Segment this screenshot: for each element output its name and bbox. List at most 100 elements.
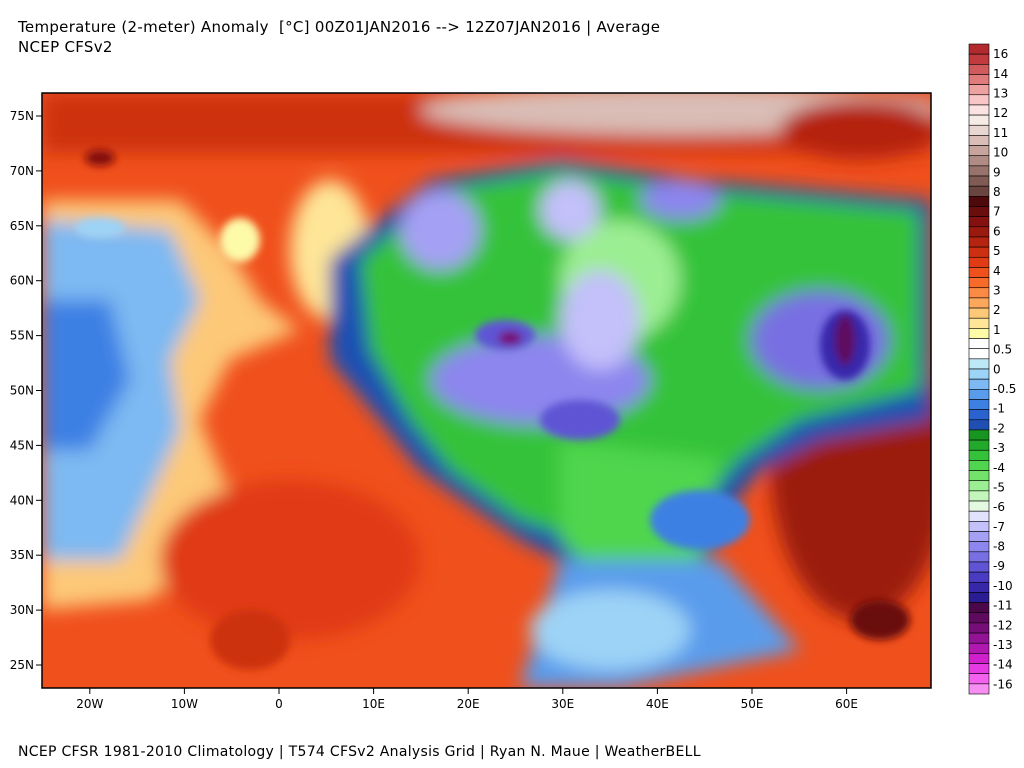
colorbar-label: 9 [993,165,1001,179]
map-title: Temperature (2-meter) Anomaly [°C] 00Z01… [18,18,661,36]
colorbar-swatch [968,236,990,248]
lon-label: 30E [551,697,574,711]
colorbar-swatch [968,358,990,370]
colorbar-swatch [968,490,990,502]
colorbar-swatch [968,673,990,685]
lon-label: 0 [275,697,283,711]
colorbar-swatch [968,389,990,400]
colorbar-swatch [968,74,990,85]
colorbar-label: -12 [993,618,1013,632]
colorbar-swatch [968,307,990,319]
colorbar-swatch [968,175,990,187]
colorbar-label: -7 [993,520,1005,534]
colorbar-swatch [968,246,990,258]
colorbar-label: 16 [993,47,1008,61]
colorbar-label: 6 [993,224,1001,238]
colorbar-label: 5 [993,244,1001,258]
colorbar-label: 7 [993,205,1001,219]
colorbar-swatch [968,145,990,157]
lat-label: 55N [10,329,34,343]
colorbar-swatch [968,480,990,492]
colorbar-swatch [968,409,990,421]
colorbar-swatch [968,277,990,289]
colorbar-label: -8 [993,540,1005,554]
colorbar-swatch [968,653,990,664]
lon-label: 10E [362,697,385,711]
colorbar-label: -2 [993,421,1005,435]
colorbar-swatch [968,561,990,573]
colorbar-label: -6 [993,500,1005,514]
colorbar-swatch [968,581,990,593]
lat-label: 25N [10,658,34,672]
colorbar-label: -4 [993,461,1005,475]
colorbar-swatch [968,94,990,106]
colorbar-swatch [968,267,990,278]
colorbar-swatch [968,602,990,614]
colorbar-label: 14 [993,67,1008,81]
map-subtitle: NCEP CFSv2 [18,38,113,56]
colorbar-swatch [968,328,990,339]
colorbar-label: -13 [993,638,1013,652]
colorbar-label: -11 [993,599,1013,613]
colorbar-label: 12 [993,106,1008,120]
colorbar-swatch [968,135,990,146]
colorbar-swatch [968,419,990,431]
colorbar-swatch [968,439,990,451]
lat-label: 30N [10,603,34,617]
colorbar-swatch [968,429,990,441]
colorbar-swatch [968,642,990,654]
colorbar-swatch [968,216,990,228]
colorbar-swatch [968,663,990,674]
colorbar-swatch [968,114,990,126]
colorbar-swatch [968,185,990,197]
colorbar-swatch [968,541,990,553]
colorbar-label: -16 [993,677,1013,691]
colorbar-swatch [968,592,990,603]
colorbar-label: -5 [993,480,1005,494]
colorbar-swatch [968,196,990,207]
colorbar-swatch [968,368,990,380]
colorbar-swatch [968,297,990,309]
colorbar-label: 10 [993,146,1008,160]
colorbar-label: -10 [993,579,1013,593]
colorbar-swatch [968,510,990,522]
colorbar-swatch [968,348,990,360]
colorbar-swatch [968,206,990,217]
colorbar-swatch [968,612,990,624]
colorbar-swatch [968,43,990,55]
colorbar-swatch [968,226,990,238]
colorbar-label: 2 [993,303,1001,317]
colorbar-label: 8 [993,185,1001,199]
colorbar-label: 0 [993,362,1001,376]
colorbar-swatch [968,165,990,177]
colorbar-label: 4 [993,264,1001,278]
lon-label: 60E [835,697,858,711]
colorbar-label: 3 [993,283,1001,297]
colorbar-swatch [968,622,990,634]
colorbar-swatch [968,338,990,349]
colorbar-swatch [968,64,990,75]
lon-label: 10W [171,697,198,711]
colorbar-swatch [968,399,990,410]
colorbar-label: 0.5 [993,343,1012,357]
colorbar-swatch [968,155,990,167]
lat-label: 35N [10,548,34,562]
lat-label: 60N [10,274,34,288]
colorbar-swatch [968,317,990,329]
colorbar-label: -9 [993,559,1005,573]
colorbar-swatch [968,683,990,695]
colorbar-label: 13 [993,87,1008,101]
lat-label: 45N [10,438,34,452]
lat-label: 40N [10,493,34,507]
colorbar-swatch [968,551,990,563]
colorbar-swatch [968,500,990,512]
colorbar-label: 11 [993,126,1008,140]
lon-label: 40E [646,697,669,711]
colorbar-swatch [968,632,990,644]
lat-label: 75N [10,109,34,123]
colorbar-swatch [968,287,990,299]
colorbar-swatch [968,470,990,482]
colorbar-swatch [968,521,990,532]
lat-label: 70N [10,164,34,178]
